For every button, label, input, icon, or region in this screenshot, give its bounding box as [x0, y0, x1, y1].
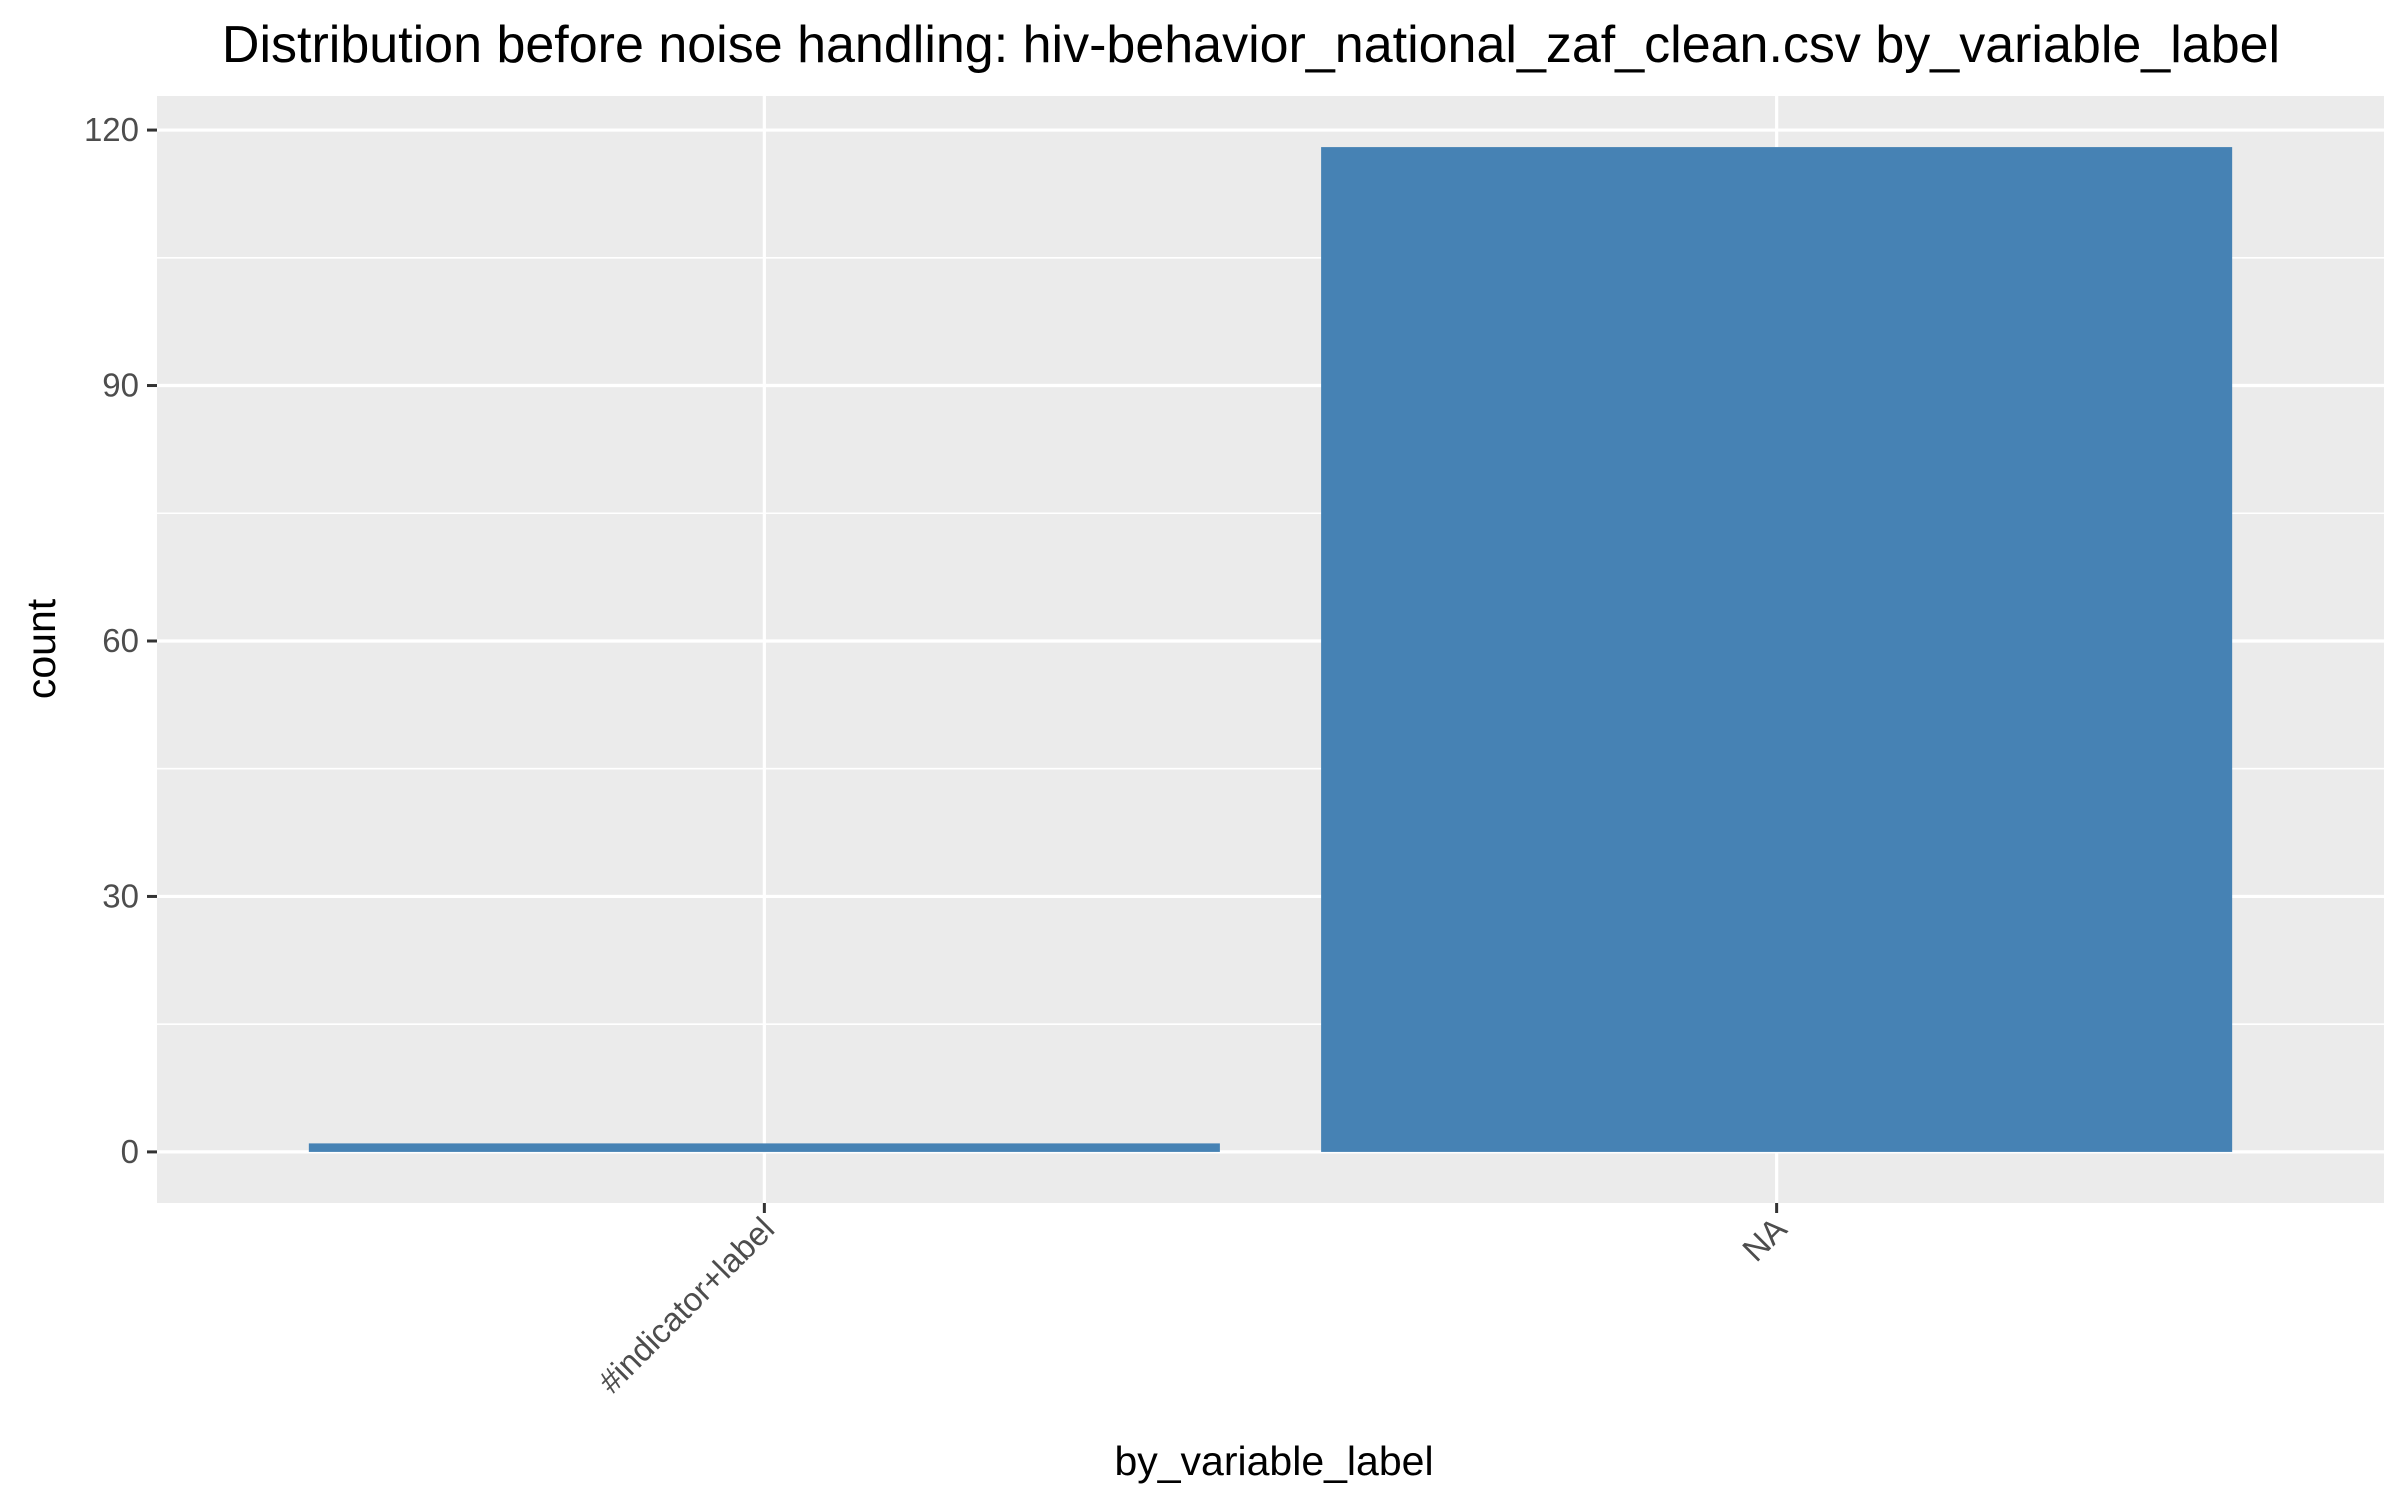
y-tick-label: 90	[102, 367, 139, 404]
chart-title: Distribution before noise handling: hiv-…	[222, 16, 2280, 74]
y-tick-label: 30	[102, 877, 139, 914]
y-tick-label: 0	[121, 1133, 139, 1170]
x-tick-label: #indicator+label	[591, 1210, 781, 1400]
bar	[1321, 147, 2233, 1152]
y-axis-title: count	[18, 598, 64, 699]
y-tick-label: 60	[102, 622, 139, 659]
y-tick-label: 120	[84, 111, 139, 148]
bar	[308, 1143, 1220, 1152]
bars	[308, 147, 2233, 1152]
x-tick-label: NA	[1735, 1210, 1794, 1269]
x-axis-title: by_variable_label	[1114, 1438, 1433, 1484]
